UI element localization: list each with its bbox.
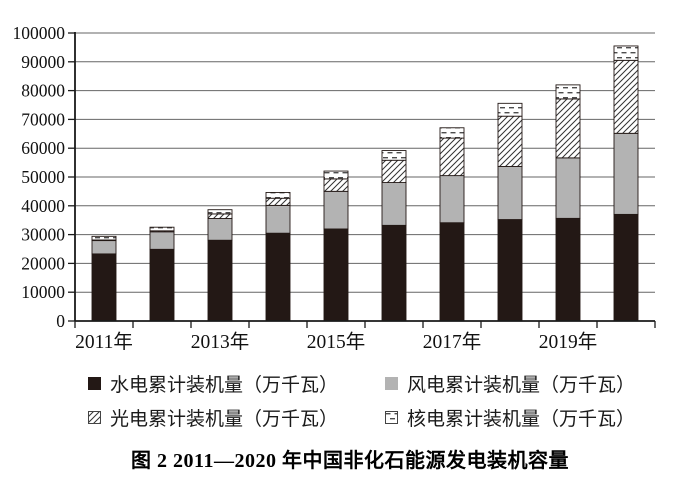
- bar-segment-wind: [265, 204, 291, 234]
- bar-segment-solar-pv: [323, 178, 349, 192]
- solar-hatch-swatch-icon: [88, 411, 101, 424]
- bar-segment-wind: [149, 231, 175, 250]
- capacity-stacked-bar-chart: 0 10000 20000 30000 40000 50000 60000 70000 8000…: [13, 23, 656, 353]
- legend-label-nuclear: 核电累计装机量（万千瓦）: [407, 409, 636, 430]
- x-axis-label: 2013年: [191, 331, 250, 353]
- bar-segment-hydro: [265, 232, 291, 322]
- bar-segment-hydro: [439, 222, 465, 322]
- bar-segment-wind: [613, 132, 639, 215]
- bar-segment-wind: [497, 166, 523, 220]
- legend-item-nuclear: 核电累计装机量（万千瓦）: [385, 404, 635, 431]
- bar-segment-wind: [207, 218, 233, 241]
- y-axis-label: 30000: [21, 225, 65, 245]
- bar-segment-wind: [323, 190, 349, 230]
- x-axis-label: 2011年: [75, 331, 133, 353]
- bar-segment-hydro: [555, 217, 581, 322]
- bar-segment-nuclear: [555, 84, 581, 100]
- legend-item-wind: 风电累计装机量（万千瓦）: [385, 370, 635, 397]
- bar-segment-solar-pv: [265, 197, 291, 206]
- x-axis-label: 2019年: [539, 331, 598, 353]
- y-axis-label: 100000: [13, 23, 66, 43]
- bar-segment-solar-pv: [439, 137, 465, 177]
- bar-segment-wind: [91, 240, 117, 255]
- y-axis-label: 40000: [21, 196, 65, 216]
- bar-segment-hydro: [497, 219, 523, 322]
- bar-segment-hydro: [149, 248, 175, 322]
- bars: [91, 45, 639, 322]
- bar-segment-nuclear: [613, 45, 639, 61]
- legend-item-solar: 光电累计装机量（万千瓦）: [88, 404, 385, 431]
- bar-segment-nuclear: [381, 150, 407, 161]
- y-axis-label: 90000: [21, 52, 65, 72]
- y-axis-label: 60000: [21, 138, 65, 158]
- nuclear-dots-swatch-icon: [385, 411, 398, 424]
- axes: [68, 32, 656, 328]
- y-axis-label: 0: [56, 311, 65, 331]
- bar-segment-solar-pv: [613, 59, 639, 134]
- bar-segment-solar-pv: [555, 98, 581, 159]
- bar-segment-wind: [381, 182, 407, 226]
- bar-segment-nuclear: [265, 191, 291, 199]
- bar-segment-hydro: [323, 228, 349, 322]
- bar-segment-hydro: [381, 224, 407, 322]
- bar-segment-hydro: [207, 239, 233, 322]
- bar-segment-solar-pv: [381, 159, 407, 183]
- y-axis-label: 80000: [21, 81, 65, 101]
- bar-segment-nuclear: [497, 102, 523, 117]
- bar-segment-solar-pv: [207, 213, 233, 219]
- bar-segment-nuclear: [149, 226, 175, 232]
- figure-caption: 图 2 2011—2020 年中国非化石能源发电装机容量: [131, 450, 569, 472]
- y-axis-label: 10000: [21, 282, 65, 302]
- legend-item-hydro: 水电累计装机量（万千瓦）: [88, 370, 385, 397]
- bar-segment-wind: [439, 175, 465, 224]
- x-axis-label: 2015年: [307, 331, 366, 353]
- hydro-swatch-icon: [88, 377, 101, 390]
- bar-segment-wind: [555, 157, 581, 219]
- bar-segment-nuclear: [323, 170, 349, 180]
- wind-swatch-icon: [385, 377, 398, 390]
- bar-segment-nuclear: [91, 235, 117, 241]
- x-axis-label: 2017年: [423, 331, 482, 353]
- chart-legend: 水电累计装机量（万千瓦） 风电累计装机量（万千瓦） 光电累计装机量（万千瓦） 核…: [88, 370, 635, 431]
- legend-label-wind: 风电累计装机量（万千瓦）: [407, 375, 636, 396]
- legend-label-hydro: 水电累计装机量（万千瓦）: [110, 375, 339, 396]
- bar-segment-hydro: [613, 213, 639, 322]
- y-axis-label: 50000: [21, 167, 65, 187]
- bar-segment-nuclear: [207, 209, 233, 215]
- legend-label-solar: 光电累计装机量（万千瓦）: [110, 409, 339, 430]
- y-axis-label: 70000: [21, 109, 65, 129]
- bar-segment-solar-pv: [497, 115, 523, 167]
- axis-labels: 0 10000 20000 30000 40000 50000 60000 70000 8000…: [13, 23, 598, 353]
- bar-segment-nuclear: [439, 127, 465, 139]
- bar-segment-hydro: [91, 253, 117, 322]
- y-axis-label: 20000: [21, 253, 65, 273]
